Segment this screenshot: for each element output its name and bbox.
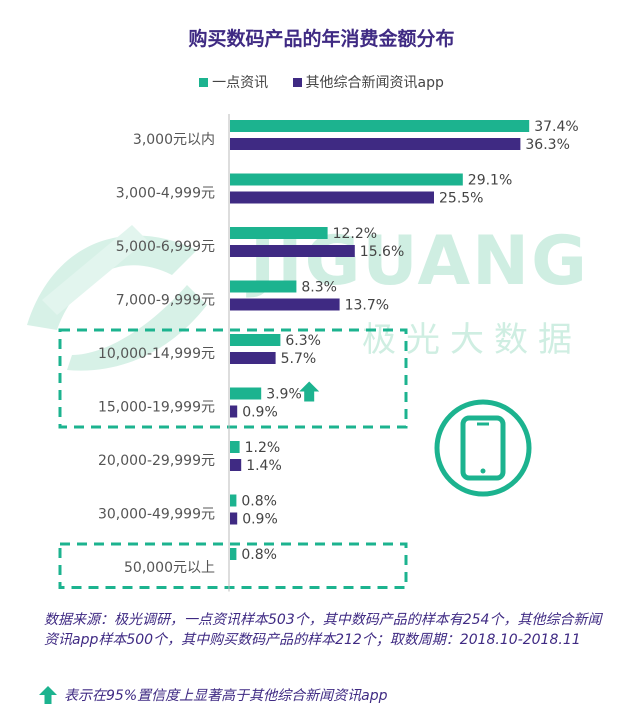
highlight-box bbox=[58, 542, 408, 589]
category-label: 7,000-9,999元 bbox=[116, 293, 215, 309]
data-label-series-b: 25.5% bbox=[439, 191, 483, 207]
legend-label-series-a: 一点资讯 bbox=[212, 75, 269, 91]
data-label-series-b: 13.7% bbox=[345, 298, 389, 314]
category-label: 10,000-14,999元 bbox=[98, 346, 215, 362]
bar-series-a bbox=[230, 387, 262, 400]
bar-series-b bbox=[230, 512, 238, 525]
bar-series-b bbox=[230, 352, 276, 364]
chart-legend: 一点资讯 其他综合新闻资讯app bbox=[0, 72, 643, 92]
bar-series-a bbox=[230, 548, 237, 560]
bar-series-b bbox=[230, 298, 340, 311]
bar-series-b bbox=[230, 405, 238, 418]
significance-note-text: 表示在95%置信度上显著高于其他综合新闻资讯app bbox=[64, 688, 388, 704]
legend-swatch-series-b bbox=[292, 77, 302, 87]
legend-label-series-b: 其他综合新闻资讯app bbox=[305, 75, 444, 91]
category-label: 30,000-49,999元 bbox=[98, 507, 215, 523]
tablet-icon bbox=[434, 399, 532, 497]
data-label-series-b: 1.4% bbox=[246, 458, 282, 474]
chart-title: 购买数码产品的年消费金额分布 bbox=[188, 28, 455, 50]
bar-series-a bbox=[230, 280, 297, 293]
legend-item-series-b: 其他综合新闻资讯app bbox=[292, 72, 444, 92]
significance-note: 表示在95%置信度上显著高于其他综合新闻资讯app bbox=[38, 685, 387, 705]
data-label-series-a: 8.3% bbox=[301, 280, 337, 296]
data-label-series-a: 37.4% bbox=[534, 119, 578, 135]
data-label-series-a: 1.2% bbox=[245, 440, 281, 456]
watermark-subtitle: 极光大数据 bbox=[362, 320, 582, 360]
arrow-up-icon bbox=[39, 686, 57, 704]
bar-series-a bbox=[230, 494, 237, 507]
data-source-note: 数据来源：极光调研，一点资讯样本503个，其中数码产品的样本有254个，其他综合… bbox=[44, 612, 602, 648]
data-label-series-a: 12.2% bbox=[333, 226, 377, 242]
data-label-series-a: 6.3% bbox=[285, 333, 321, 349]
data-label-series-a: 0.8% bbox=[241, 494, 277, 510]
legend-swatch-series-a bbox=[199, 77, 209, 87]
bar-series-b bbox=[230, 138, 521, 150]
bar-series-a bbox=[230, 120, 530, 132]
category-label: 5,000-6,999元 bbox=[116, 239, 215, 255]
category-label: 15,000-19,999元 bbox=[98, 400, 215, 416]
bar-series-a bbox=[230, 441, 240, 453]
bar-series-b bbox=[230, 191, 434, 204]
data-label-series-b: 0.9% bbox=[242, 512, 278, 528]
category-label: 3,000元以内 bbox=[133, 132, 215, 148]
highlight-box bbox=[58, 328, 408, 429]
bar-series-a bbox=[230, 173, 463, 186]
data-label-series-b: 0.9% bbox=[242, 405, 278, 421]
category-label: 50,000元以上 bbox=[124, 560, 215, 576]
data-label-series-b: 15.6% bbox=[360, 244, 404, 260]
bar-series-b bbox=[230, 245, 355, 257]
watermark-logo-icon bbox=[27, 225, 207, 371]
category-label: 3,000-4,999元 bbox=[116, 186, 215, 202]
bar-chart: 3,000元以内 37.4% 36.3% 3,000-4,999元 29.1% 25.5%… bbox=[58, 114, 579, 592]
bar-series-b bbox=[230, 459, 242, 471]
category-label: 20,000-29,999元 bbox=[98, 453, 215, 469]
data-label-series-a: 3.9% bbox=[266, 387, 302, 403]
data-label-series-b: 5.7% bbox=[281, 351, 317, 367]
significance-arrow-up-icon bbox=[299, 381, 320, 402]
data-label-series-a: 0.8% bbox=[241, 547, 277, 563]
bar-series-a bbox=[230, 227, 328, 239]
data-label-series-a: 29.1% bbox=[468, 173, 512, 189]
legend-item-series-a: 一点资讯 bbox=[199, 72, 268, 92]
data-label-series-b: 36.3% bbox=[525, 137, 569, 153]
bar-series-a bbox=[230, 334, 281, 346]
